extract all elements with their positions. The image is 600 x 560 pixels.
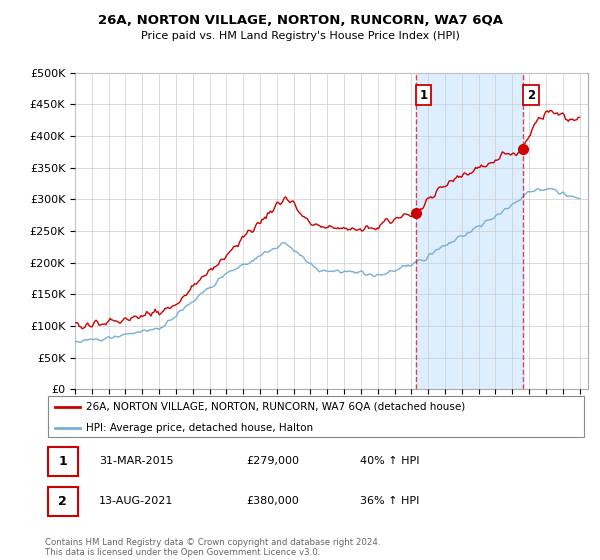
Text: HPI: Average price, detached house, Halton: HPI: Average price, detached house, Halt… bbox=[86, 423, 313, 433]
Text: Price paid vs. HM Land Registry's House Price Index (HPI): Price paid vs. HM Land Registry's House … bbox=[140, 31, 460, 41]
Text: £380,000: £380,000 bbox=[246, 496, 299, 506]
Text: 40% ↑ HPI: 40% ↑ HPI bbox=[360, 456, 419, 466]
Text: 2: 2 bbox=[527, 88, 535, 101]
Text: 31-MAR-2015: 31-MAR-2015 bbox=[100, 456, 174, 466]
Text: 36% ↑ HPI: 36% ↑ HPI bbox=[360, 496, 419, 506]
Text: 2: 2 bbox=[58, 495, 67, 508]
FancyBboxPatch shape bbox=[48, 487, 77, 516]
Text: 26A, NORTON VILLAGE, NORTON, RUNCORN, WA7 6QA: 26A, NORTON VILLAGE, NORTON, RUNCORN, WA… bbox=[97, 14, 503, 27]
Text: 1: 1 bbox=[420, 88, 428, 101]
Text: 1: 1 bbox=[58, 455, 67, 468]
Text: £279,000: £279,000 bbox=[246, 456, 299, 466]
Text: 13-AUG-2021: 13-AUG-2021 bbox=[100, 496, 173, 506]
Text: 26A, NORTON VILLAGE, NORTON, RUNCORN, WA7 6QA (detached house): 26A, NORTON VILLAGE, NORTON, RUNCORN, WA… bbox=[86, 402, 465, 412]
FancyBboxPatch shape bbox=[48, 447, 77, 475]
Bar bbox=[416, 73, 523, 389]
FancyBboxPatch shape bbox=[48, 396, 584, 437]
Text: Contains HM Land Registry data © Crown copyright and database right 2024.
This d: Contains HM Land Registry data © Crown c… bbox=[45, 538, 380, 557]
